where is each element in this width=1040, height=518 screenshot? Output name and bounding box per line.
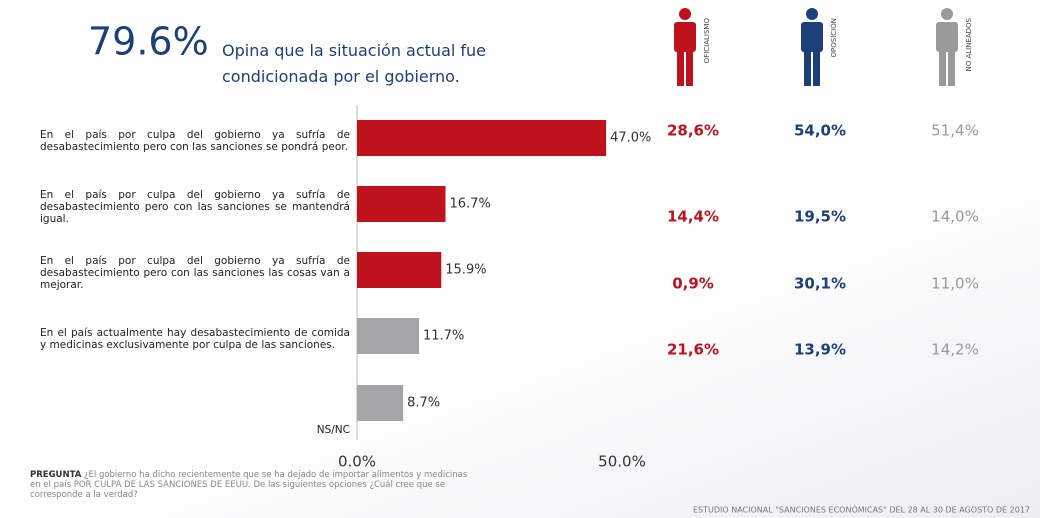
value-label: 11.7% <box>423 329 464 344</box>
group-value: 51,4% <box>931 122 979 140</box>
group-name: OFICIALISMO <box>703 18 711 64</box>
headline-text: Opina que la situación actual fue condic… <box>222 41 487 86</box>
group-name: NO ALINEADOS <box>965 17 973 71</box>
group-value: 19,5% <box>794 208 846 226</box>
person-leg <box>804 50 811 86</box>
bar <box>357 385 404 421</box>
person-body <box>936 22 958 52</box>
person-body <box>674 22 696 52</box>
question: PREGUNTA ¿El gobierno ha dicho recientem… <box>30 470 470 500</box>
bar <box>357 186 446 222</box>
bar <box>357 252 442 288</box>
headline-figure: 79.6% <box>88 20 209 64</box>
group-value: 21,6% <box>667 341 719 359</box>
value-label: 47.0% <box>610 131 651 146</box>
group-value: 13,9% <box>794 341 846 359</box>
person-body <box>801 22 823 52</box>
question-label: PREGUNTA <box>30 470 82 480</box>
group-value: 11,0% <box>931 275 979 293</box>
person-leg <box>677 50 684 86</box>
value-label: 8.7% <box>407 396 440 411</box>
footer: ESTUDIO NACIONAL "SANCIONES ECONÓMICAS" … <box>693 504 1030 515</box>
person-leg <box>686 50 693 86</box>
person-leg <box>813 50 820 86</box>
x-tick-label: 0.0% <box>338 453 376 471</box>
person-head <box>806 8 818 20</box>
category-label: En el país por culpa del gobierno ya suf… <box>40 255 350 291</box>
bar <box>357 318 420 354</box>
category-label: En el país actualmente hay desabastecimi… <box>40 327 350 351</box>
x-tick-label: 50.0% <box>598 453 646 471</box>
value-label: 16.7% <box>450 197 491 212</box>
person-leg <box>948 50 955 86</box>
group-name: OPOSICIÓN <box>829 18 838 57</box>
group-value: 14,0% <box>931 208 979 226</box>
group-value: 54,0% <box>794 122 846 140</box>
value-label: 15.9% <box>445 263 486 278</box>
question-text: ¿El gobierno ha dicho recientemente que … <box>30 470 468 500</box>
category-label: NS/NC <box>316 424 350 436</box>
group-value: 30,1% <box>794 275 846 293</box>
category-label: En el país por culpa del gobierno ya suf… <box>40 189 350 225</box>
person-head <box>679 8 691 20</box>
category-label: En el país por culpa del gobierno ya suf… <box>40 129 350 153</box>
group-value: 0,9% <box>672 275 714 293</box>
group-value: 14,4% <box>667 208 719 226</box>
person-head <box>941 8 953 20</box>
group-value: 28,6% <box>667 122 719 140</box>
bar <box>357 120 607 156</box>
person-leg <box>939 50 946 86</box>
group-value: 14,2% <box>931 341 979 359</box>
